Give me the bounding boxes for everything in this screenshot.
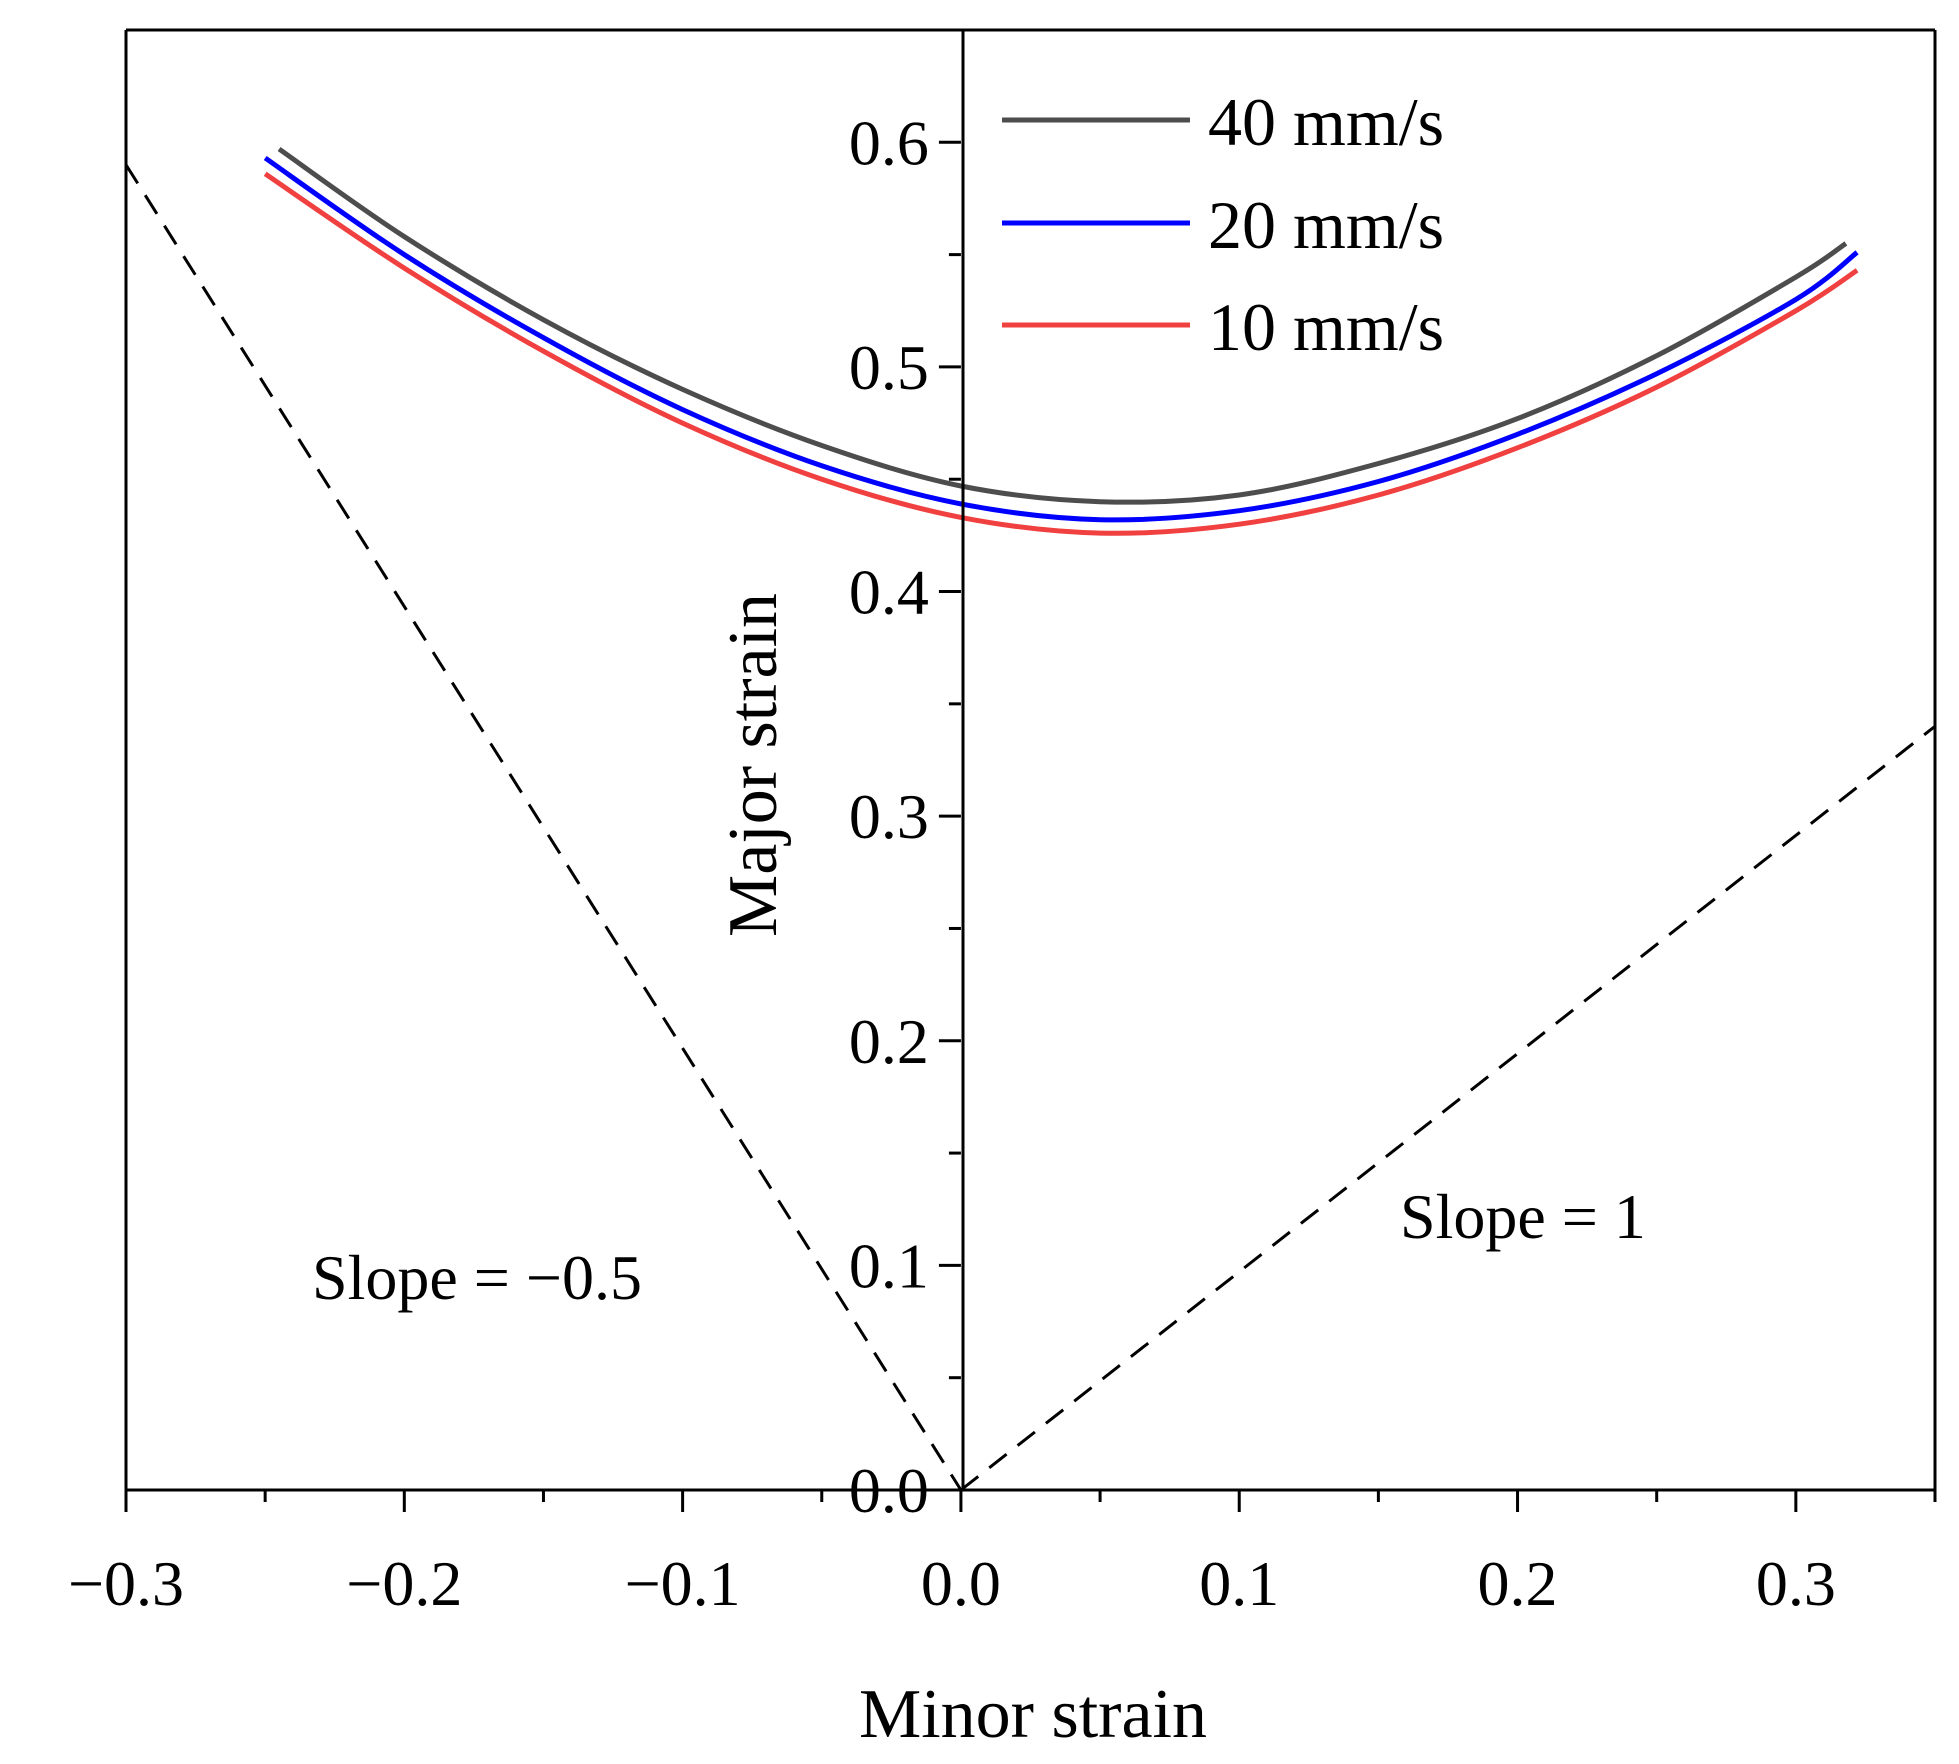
y-tick-label: 0.1: [849, 1230, 929, 1301]
y-tick-label: 0.6: [849, 107, 929, 178]
x-tick-label: 0.1: [1199, 1548, 1279, 1619]
y-tick-label: 0.2: [849, 1006, 929, 1077]
x-tick-label: 0.2: [1478, 1548, 1558, 1619]
y-axis-ticks: 0.0 0.1 0.2 0.3 0.4 0.5 0.6: [849, 28, 961, 1526]
x-tick-label: −0.3: [68, 1548, 184, 1619]
y-axis-title: Major strain: [715, 593, 792, 937]
reference-line-slope-one: [959, 725, 1936, 1492]
y-tick-label: 0.0: [849, 1455, 929, 1526]
x-tick-label: 0.0: [921, 1548, 1001, 1619]
x-axis-ticks: −0.3 −0.2 −0.1 0.0 0.1 0.2 0.3: [68, 1490, 1937, 1619]
slope-one-label: Slope = 1: [1400, 1181, 1646, 1252]
x-tick-label: 0.3: [1756, 1548, 1836, 1619]
y-tick-label: 0.5: [849, 332, 929, 403]
series-line-20-mm-s: [263, 155, 1859, 523]
y-tick-label: 0.4: [849, 557, 929, 628]
plot-frame: [124, 28, 1937, 1492]
x-tick-label: −0.1: [625, 1548, 741, 1619]
slope-negative-half-label: Slope = −0.5: [312, 1242, 642, 1313]
plot-series: [263, 146, 1859, 536]
legend: 40 mm/s 20 mm/s 10 mm/s: [1002, 84, 1444, 365]
x-axis-title: Minor strain: [859, 1676, 1207, 1753]
legend-label-40-mm-s: 40 mm/s: [1208, 84, 1444, 160]
x-tick-label: −0.2: [346, 1548, 462, 1619]
legend-label-20-mm-s: 20 mm/s: [1208, 187, 1444, 263]
reference-lines: [124, 163, 1936, 1492]
y-tick-label: 0.3: [849, 781, 929, 852]
series-line-10-mm-s: [263, 171, 1859, 536]
reference-line-slope-negative-half: [124, 163, 963, 1491]
series-line-40-mm-s: [277, 146, 1848, 505]
legend-label-10-mm-s: 10 mm/s: [1208, 289, 1444, 365]
